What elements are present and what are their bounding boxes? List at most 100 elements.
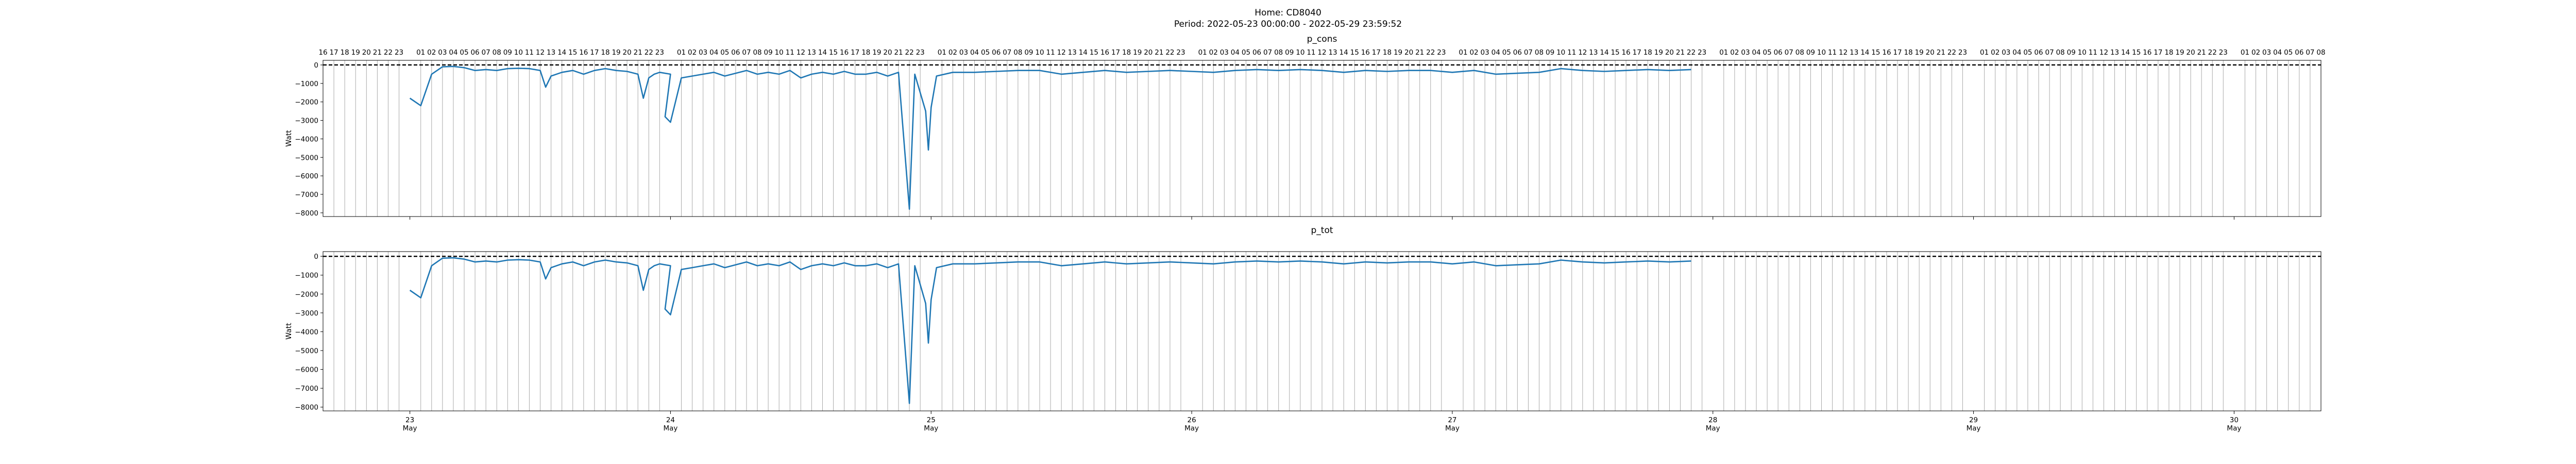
hour-tick-label: 16 (1622, 48, 1631, 57)
axes-p-tot: p_tot 0 −1000 −2000 −3000 −4000 −5000 −6000 −700… (285, 225, 2321, 433)
hour-tick-label: 15 (1350, 48, 1359, 57)
hour-tick-label: 08 (1274, 48, 1283, 57)
hour-tick-label: 16 (840, 48, 849, 57)
y-tick-label: −4000 (295, 135, 318, 143)
hour-tick-label: 08 (2056, 48, 2065, 57)
hour-tick-label: 14 (557, 48, 566, 57)
hour-tick-label: 16 (1882, 48, 1891, 57)
figure-title-line-1: Home: CD8040 (1255, 8, 1321, 18)
hour-tick-label: 08 (1013, 48, 1022, 57)
x-tick-day-label: 26 (1187, 416, 1196, 424)
hour-tick-label: 15 (829, 48, 838, 57)
hour-tick-label: 13 (547, 48, 555, 57)
hour-tick-label: 22 (1165, 48, 1174, 57)
hour-tick-label: 10 (1296, 48, 1304, 57)
hour-tick-label: 19 (2175, 48, 2184, 57)
hour-tick-label: 02 (948, 48, 957, 57)
figure-title-line-2: Period: 2022-05-23 00:00:00 - 2022-05-29… (1174, 19, 1402, 29)
y-axis-label: Watt (285, 130, 293, 147)
hour-tick-label: 21 (1415, 48, 1424, 57)
hour-tick-label: 16 (318, 48, 327, 57)
hour-tick-label: 14 (1340, 48, 1348, 57)
hour-tick-label: 05 (981, 48, 990, 57)
hour-tick-label: 11 (1828, 48, 1837, 57)
hour-tick-label: 13 (1850, 48, 1858, 57)
x-tick-day-label: 24 (666, 416, 675, 424)
hour-tick-label: 12 (1578, 48, 1587, 57)
hour-tick-label: 03 (959, 48, 968, 57)
hour-tick-label: 05 (1242, 48, 1250, 57)
hour-tick-label: 12 (1317, 48, 1326, 57)
hour-tick-label: 10 (775, 48, 784, 57)
y-tick-label: −5000 (295, 154, 318, 162)
hour-tick-label: 21 (373, 48, 382, 57)
hour-tick-label: 08 (2316, 48, 2325, 57)
y-tick-label: −1000 (295, 272, 318, 280)
hour-tick-label: 14 (818, 48, 827, 57)
hour-tick-label: 02 (688, 48, 697, 57)
hour-tick-label: 23 (395, 48, 403, 57)
hour-tick-label: 20 (883, 48, 892, 57)
hour-tick-label: 20 (362, 48, 371, 57)
hour-tick-label: 01 (1198, 48, 1207, 57)
x-tick-day-label: 30 (2230, 416, 2239, 424)
series-line (409, 257, 1691, 404)
x-tick-day-label: 29 (1969, 416, 1978, 424)
hour-tick-label: 10 (514, 48, 523, 57)
hour-tick-label: 23 (1176, 48, 1185, 57)
hour-tick-label: 20 (1144, 48, 1153, 57)
x-tick-month-label: May (1706, 424, 1720, 433)
y-tick-label: −3000 (295, 117, 318, 125)
hour-tick-label: 06 (470, 48, 479, 57)
hour-tick-label: 19 (872, 48, 881, 57)
hour-tick-label: 02 (1730, 48, 1739, 57)
hour-tick-label: 14 (1860, 48, 1869, 57)
hour-tick-label: 14 (1600, 48, 1608, 57)
hour-tick-label: 06 (1774, 48, 1783, 57)
hour-tick-label: 03 (438, 48, 447, 57)
hour-tick-label: 01 (938, 48, 946, 57)
hour-tick-label: 09 (1546, 48, 1554, 57)
hour-tick-label: 18 (1643, 48, 1652, 57)
y-tick-label: 0 (314, 253, 318, 261)
hour-tick-label: 11 (525, 48, 534, 57)
hour-tick-label: 04 (1492, 48, 1500, 57)
y-tick-label: −2000 (295, 290, 318, 299)
hour-tick-label: 18 (2164, 48, 2173, 57)
hour-tick-label: 12 (796, 48, 805, 57)
axes-title: p_tot (1311, 225, 1333, 236)
hour-tick-label: 02 (1991, 48, 1999, 57)
hour-tick-label: 22 (1947, 48, 1956, 57)
hour-tick-label: 16 (1100, 48, 1109, 57)
hour-tick-label: 19 (351, 48, 360, 57)
hour-tick-label: 23 (1958, 48, 1967, 57)
hour-tick-label: 09 (2067, 48, 2076, 57)
hour-tick-label: 08 (1795, 48, 1804, 57)
hour-tick-label: 07 (482, 48, 490, 57)
hour-tick-label: 17 (1893, 48, 1902, 57)
hour-tick-label: 01 (2241, 48, 2249, 57)
hour-tick-label: 13 (2110, 48, 2119, 57)
hour-tick-label: 23 (1437, 48, 1446, 57)
x-tick-month-label: May (924, 424, 938, 433)
hour-tick-label: 09 (1806, 48, 1815, 57)
hour-tick-label: 05 (460, 48, 468, 57)
x-tick-day-label: 28 (1708, 416, 1717, 424)
hour-tick-label: 07 (1263, 48, 1272, 57)
hour-tick-label: 15 (568, 48, 577, 57)
hour-tick-label: 19 (1654, 48, 1663, 57)
hour-tick-label: 23 (1698, 48, 1706, 57)
hour-tick-label: 02 (427, 48, 436, 57)
hour-tick-label: 03 (1220, 48, 1229, 57)
hour-tick-label: 04 (1752, 48, 1760, 57)
hour-tick-label: 07 (2306, 48, 2314, 57)
hour-tick-label: 01 (1459, 48, 1467, 57)
hour-tick-label: 10 (2078, 48, 2087, 57)
hour-tick-label: 05 (1502, 48, 1511, 57)
hour-tick-label: 06 (1513, 48, 1522, 57)
y-tick-label: −7000 (295, 191, 318, 199)
hour-tick-label: 19 (1394, 48, 1402, 57)
hour-tick-label: 12 (1057, 48, 1066, 57)
hour-tick-label: 04 (970, 48, 979, 57)
hour-tick-label: 10 (1817, 48, 1826, 57)
